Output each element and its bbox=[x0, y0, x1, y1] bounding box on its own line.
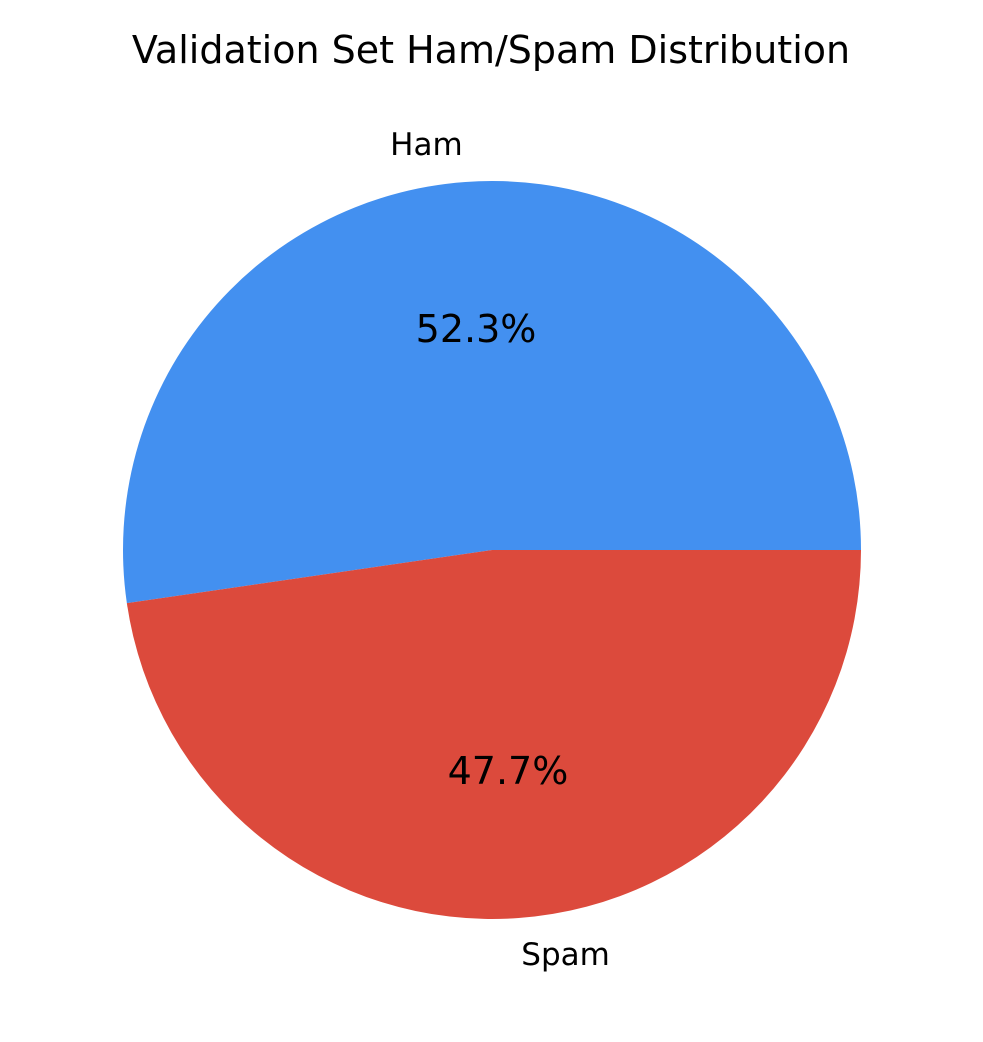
slice-percent-ham: 52.3% bbox=[416, 307, 537, 351]
slice-percent-spam: 47.7% bbox=[448, 749, 569, 793]
pie-slice-ham bbox=[123, 181, 862, 604]
pie-labels-group: Ham 52.3% Spam 47.7% bbox=[390, 127, 610, 973]
slice-label-ham: Ham bbox=[390, 127, 463, 163]
pie-slices-group bbox=[123, 181, 862, 920]
slice-label-spam: Spam bbox=[521, 937, 610, 973]
pie-slice-spam bbox=[126, 550, 862, 920]
chart-title: Validation Set Ham/Spam Distribution bbox=[132, 28, 850, 72]
